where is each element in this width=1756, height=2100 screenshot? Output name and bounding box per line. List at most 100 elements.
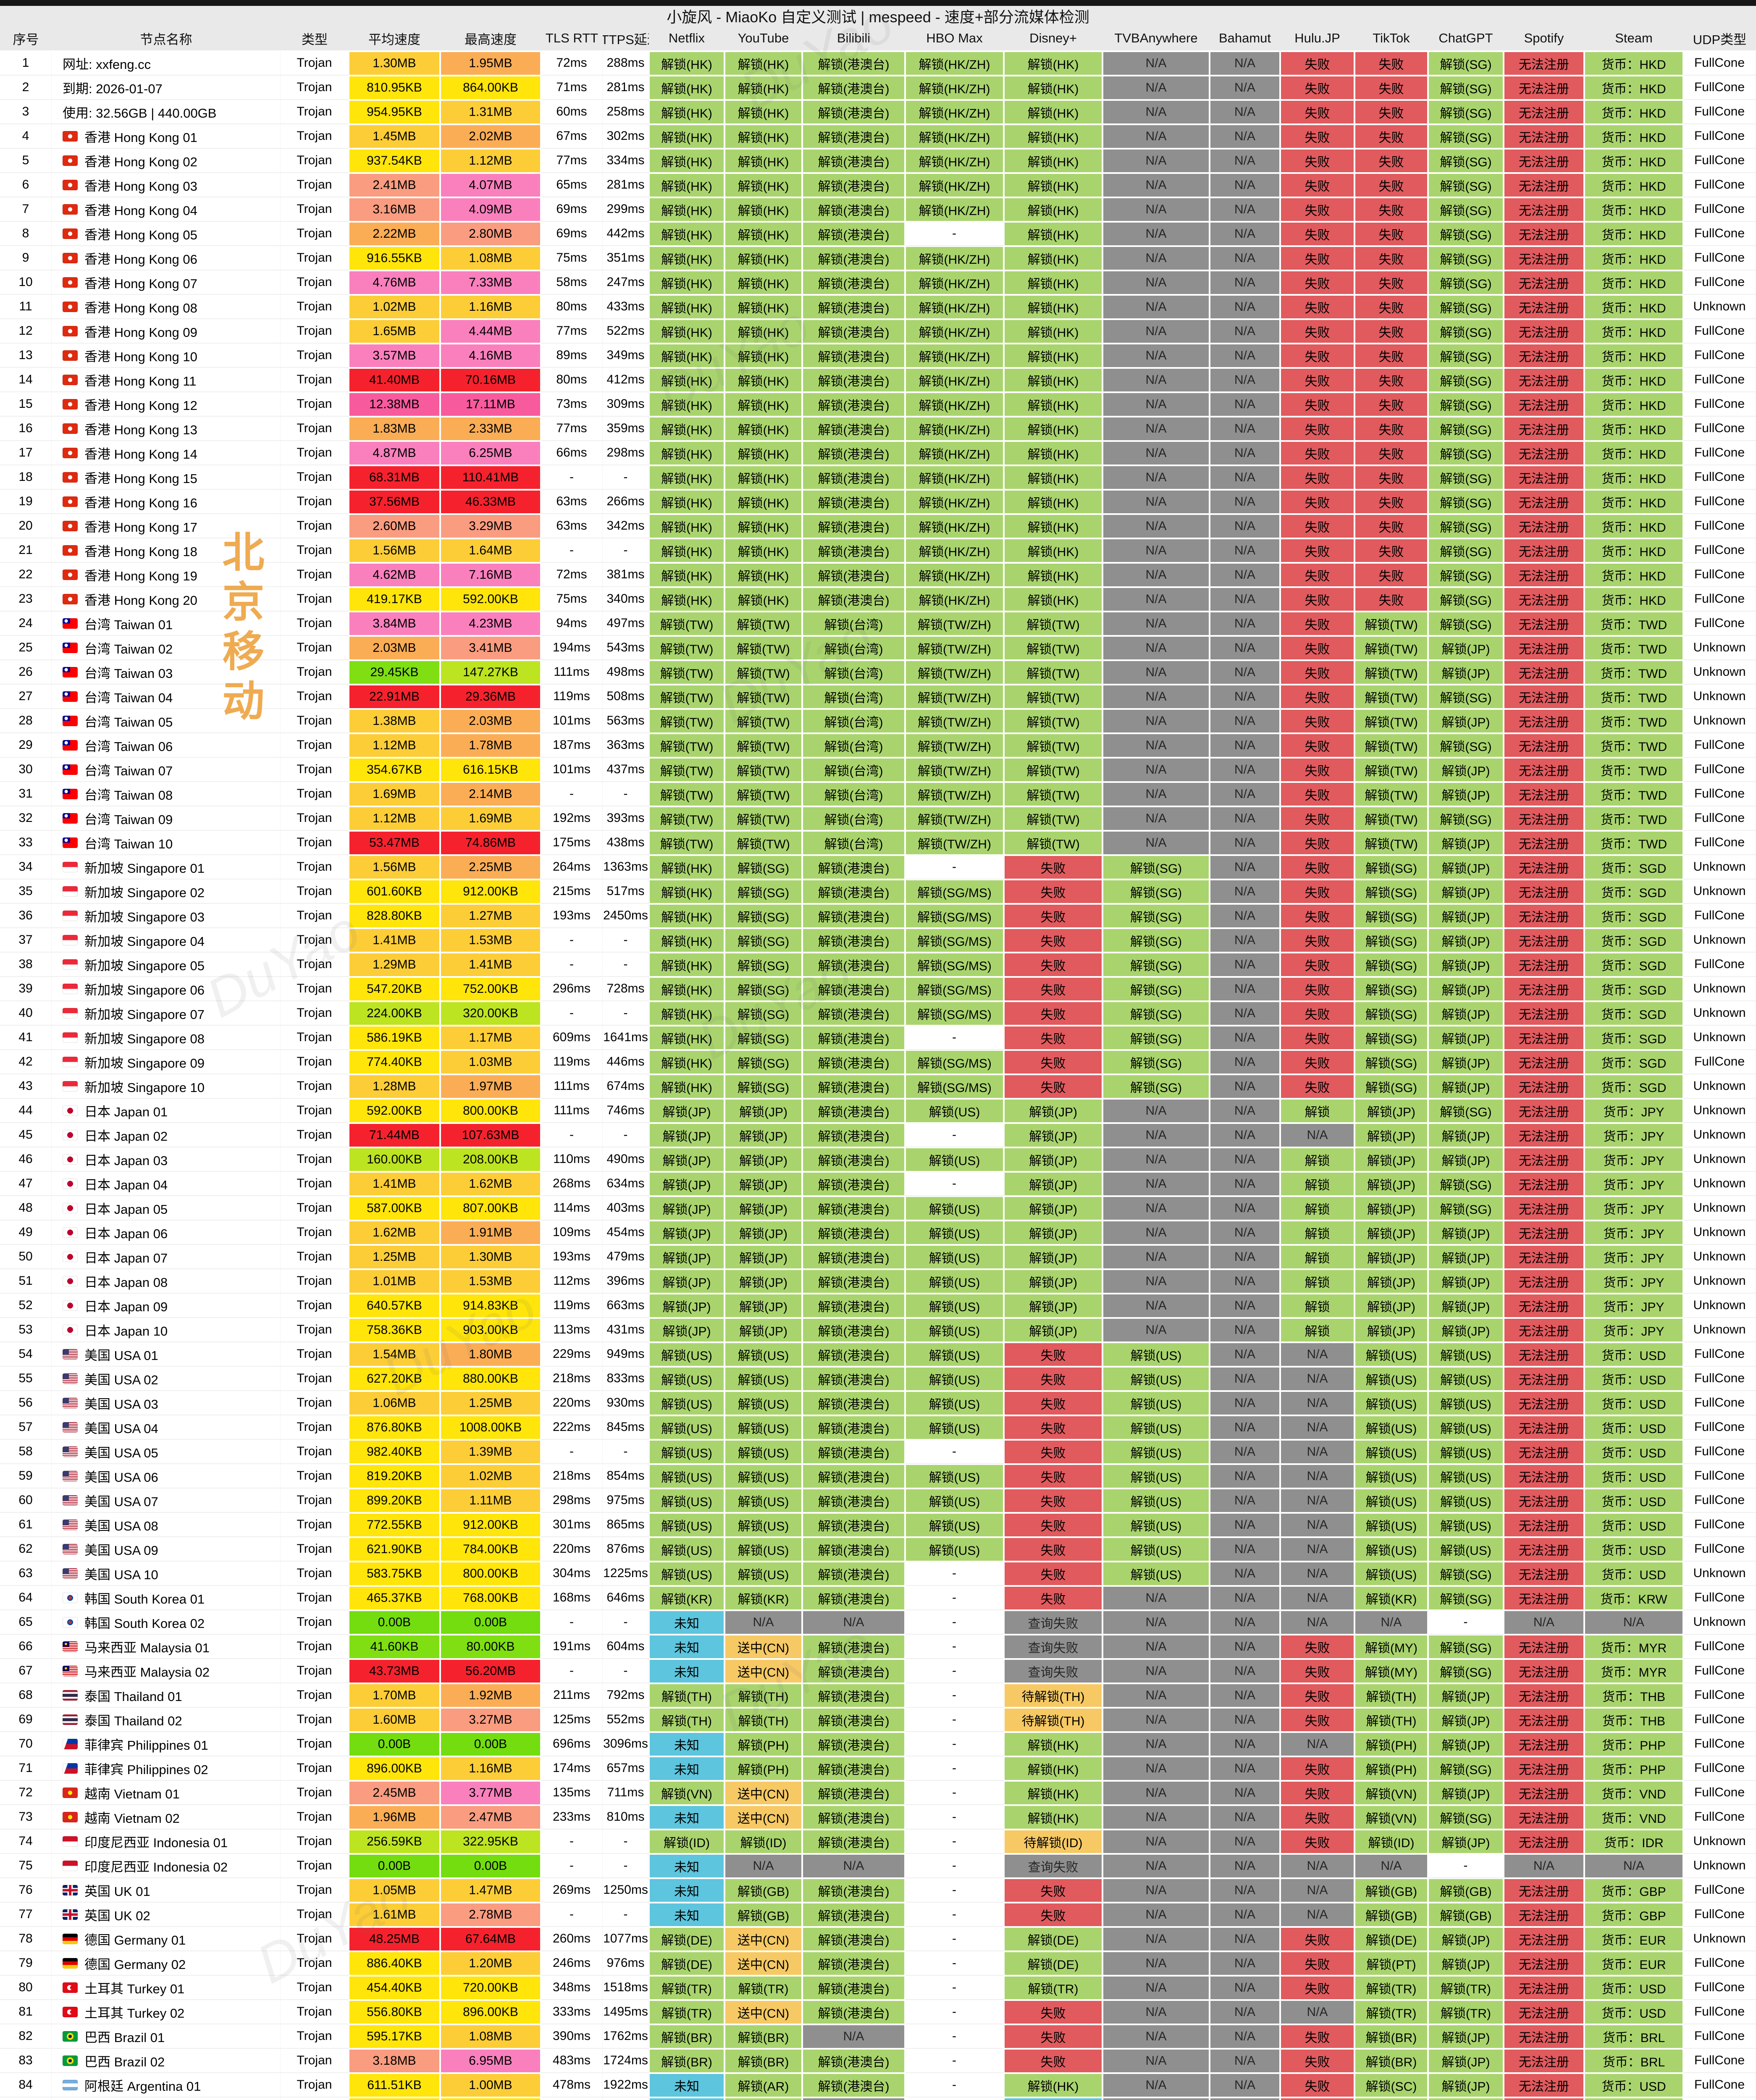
node-row: 60 美国 USA 07 Trojan 899.20KB 1.11MB 298ms 975m… (0, 1488, 1756, 1513)
max-speed-cell: 3.29MB (440, 514, 541, 538)
node-type: Trojan (281, 977, 349, 1001)
disney-plus-status-cell: 失败 (1004, 977, 1102, 1001)
tvbanywhere-status-cell: N/A (1102, 1245, 1210, 1269)
row-seq: 73 (0, 1805, 52, 1830)
tiktok-status-cell: 解锁(SG) (1354, 1074, 1428, 1099)
row-seq: 84 (0, 2073, 52, 2097)
bilibili-status-cell: N/A (802, 2097, 905, 2100)
node-type: Trojan (281, 1269, 349, 1294)
spotify-status-cell: 无法注册 (1504, 1659, 1584, 1683)
node-row: 7 香港 Hong Kong 04 Trojan 3.16MB 4.09MB 69ms 29… (0, 197, 1756, 222)
row-seq: 52 (0, 1294, 52, 1318)
node-row: 71 菲律宾 Philippines 02 Trojan 896.00KB 1.16MB… (0, 1756, 1756, 1781)
max-speed-cell: 1.16MB (440, 295, 541, 319)
youtube-status-cell: 解锁(HK) (724, 100, 802, 124)
steam-status-cell: 货币：HKD (1584, 344, 1683, 368)
https-ping-cell: - (603, 928, 649, 953)
chatgpt-status-cell: 解锁(SG) (1428, 197, 1504, 222)
tls-rtt-cell: 333ms (541, 2000, 603, 2024)
avg-speed-cell: 583.75KB (349, 1562, 440, 1586)
bilibili-status-cell: N/A (802, 1610, 905, 1635)
node-row: 35 新加坡 Singapore 02 Trojan 601.60KB 912.00KB… (0, 879, 1756, 904)
bilibili-status-cell: 解锁(台湾) (802, 709, 905, 733)
node-type: Trojan (281, 758, 349, 782)
spotify-status-cell: 无法注册 (1504, 879, 1584, 904)
node-name-label: 香港 Hong Kong 08 (84, 300, 197, 315)
flag-sg-icon (63, 886, 78, 897)
disney-plus-status-cell: 失败 (1004, 1001, 1102, 1026)
node-name: 台湾 Taiwan 01 (52, 612, 281, 636)
bilibili-status-cell: N/A (802, 2024, 905, 2049)
tiktok-status-cell: 解锁(SG) (1354, 1050, 1428, 1074)
max-speed-cell: 1.16MB (440, 1756, 541, 1781)
hbo-max-status-cell: 解锁(SG/MS) (905, 879, 1004, 904)
youtube-status-cell: 解锁(US) (724, 1513, 802, 1537)
bahamut-status-cell: N/A (1210, 879, 1280, 904)
bilibili-status-cell: 解锁(港澳台) (802, 465, 905, 490)
spotify-status-cell: 无法注册 (1504, 1050, 1584, 1074)
tls-rtt-cell: - (541, 1001, 603, 1026)
netflix-status-cell: 解锁(TW) (649, 660, 724, 685)
avg-speed-cell: 0.00B (349, 1854, 440, 1878)
https-ping-cell: 1922ms (603, 2073, 649, 2097)
hbo-max-status-cell: 解锁(HK/ZH) (905, 319, 1004, 344)
https-ping-cell: 412ms (603, 368, 649, 392)
disney-plus-status-cell: 失败 (1004, 1537, 1102, 1562)
flag-th-icon (63, 1690, 78, 1701)
disney-plus-status-cell: 解锁(HK) (1004, 76, 1102, 100)
steam-status-cell: 货币：SGD (1584, 855, 1683, 879)
node-type: Trojan (281, 1903, 349, 1927)
node-type: Trojan (281, 1951, 349, 1976)
node-name-label: 美国 USA 10 (84, 1567, 158, 1582)
youtube-status-cell: 解锁(HK) (724, 490, 802, 514)
node-name-label: 日本 Japan 06 (84, 1226, 168, 1241)
steam-status-cell: 货币：TWD (1584, 636, 1683, 660)
chatgpt-status-cell: 解锁(JP) (1428, 831, 1504, 855)
bahamut-status-cell: N/A (1210, 2049, 1280, 2073)
spotify-status-cell: 无法注册 (1504, 1294, 1584, 1318)
node-row: 2 到期: 2026-01-07 Trojan 810.95KB 864.00KB 71m… (0, 76, 1756, 100)
node-name-label: 美国 USA 07 (84, 1494, 158, 1509)
chatgpt-status-cell: 解锁(SG) (1428, 246, 1504, 270)
node-name: 菲律宾 Philippines 02 (52, 1756, 281, 1781)
hulu-jp-status-cell: 失败 (1280, 51, 1354, 76)
netflix-status-cell: 解锁(HK) (649, 149, 724, 173)
https-ping-cell: 1495ms (603, 2000, 649, 2024)
hbo-max-status-cell: 解锁(TW/ZH) (905, 733, 1004, 758)
bahamut-status-cell: N/A (1210, 636, 1280, 660)
chatgpt-status-cell: 解锁(GB) (1428, 1903, 1504, 1927)
bahamut-status-cell: N/A (1210, 612, 1280, 636)
row-seq: 5 (0, 149, 52, 173)
youtube-status-cell: 解锁(TW) (724, 709, 802, 733)
hulu-jp-status-cell: 失败 (1280, 514, 1354, 538)
https-ping-cell: 342ms (603, 514, 649, 538)
max-speed-cell: 107.63MB (440, 1123, 541, 1147)
spotify-status-cell: 无法注册 (1504, 1196, 1584, 1221)
node-type: Trojan (281, 1464, 349, 1488)
spotify-status-cell: 无法注册 (1504, 1074, 1584, 1099)
tls-rtt-cell: 75ms (541, 587, 603, 612)
steam-status-cell: 货币：TWD (1584, 660, 1683, 685)
https-ping-cell: 833ms (603, 1367, 649, 1391)
netflix-status-cell: 未知 (649, 2073, 724, 2097)
flag-jp-icon (63, 1129, 78, 1140)
avg-speed-cell: 601.60KB (349, 879, 440, 904)
https-ping-cell: 792ms (603, 1683, 649, 1708)
steam-status-cell: 货币：JPY (1584, 1172, 1683, 1196)
spotify-status-cell: 无法注册 (1504, 1440, 1584, 1464)
spotify-status-cell: 无法注册 (1504, 392, 1584, 417)
flag-us-icon (63, 1568, 78, 1579)
youtube-status-cell: 解锁(HK) (724, 197, 802, 222)
hbo-max-status-cell: - (905, 1562, 1004, 1586)
bilibili-status-cell: 解锁(台湾) (802, 806, 905, 831)
flag-vn-icon (63, 1787, 78, 1798)
tiktok-status-cell: 解锁(AR) (1354, 2097, 1428, 2100)
max-speed-cell: 912.00KB (440, 879, 541, 904)
udp-type-status-cell: FullCone (1683, 904, 1756, 928)
max-speed-cell: 1.11MB (440, 1488, 541, 1513)
node-name-label: 菲律宾 Philippines 01 (84, 1738, 208, 1753)
youtube-status-cell: 解锁(TW) (724, 758, 802, 782)
chatgpt-status-cell: 解锁(SG) (1428, 51, 1504, 76)
chatgpt-status-cell: 解锁(US) (1428, 1367, 1504, 1391)
col-steam: Steam (1584, 26, 1683, 50)
